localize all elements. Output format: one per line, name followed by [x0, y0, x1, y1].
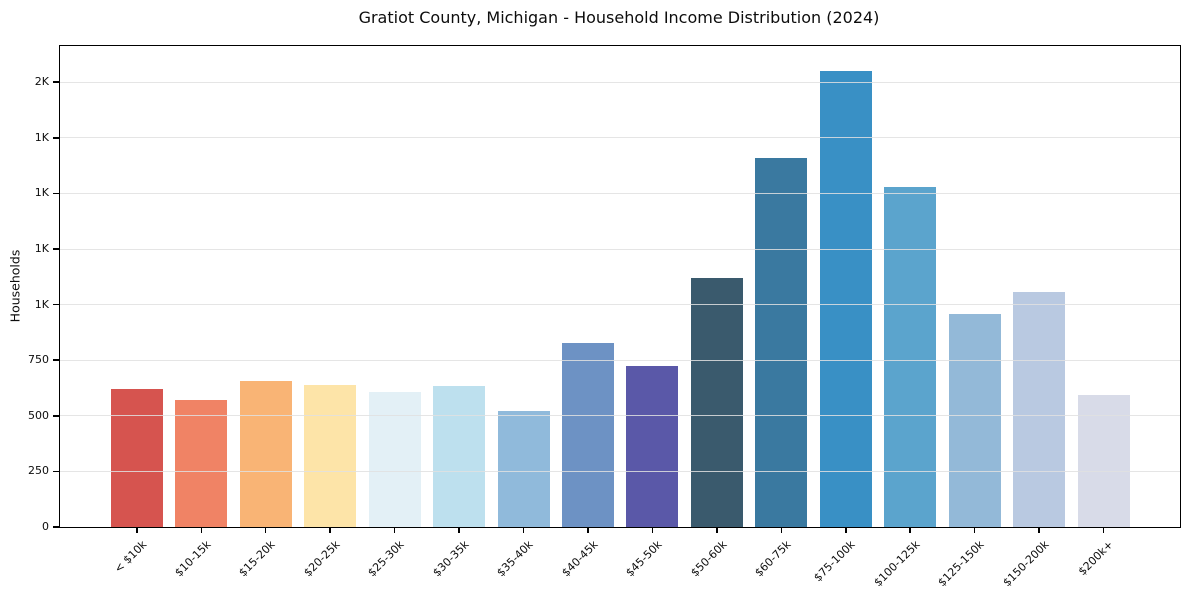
x-tick-mark-8 [651, 527, 654, 533]
y-tick-mark-4 [52, 303, 59, 306]
x-tick-label-0: < $10k [111, 538, 150, 576]
gridline-1500 [60, 192, 1180, 194]
y-tick-mark-1 [52, 470, 59, 473]
x-tick-label-3: $20-25k [301, 538, 343, 580]
y-tick-mark-5 [52, 248, 59, 250]
gridline-2000 [60, 81, 1180, 83]
bar-35-40k [497, 410, 550, 527]
bar-10k [110, 389, 163, 527]
x-tick-label-5: $30-35k [429, 538, 472, 580]
x-tick-label-11: $75-100k [811, 538, 858, 585]
bar-30-35k [433, 385, 486, 527]
y-tick-label-4: 1K [34, 297, 49, 311]
gridline-1750 [60, 137, 1180, 139]
bar-100-125k [884, 186, 937, 527]
bar-150-200k [1013, 292, 1066, 527]
y-tick-label-8: 2K [34, 75, 49, 89]
x-tick-label-6: $35-40k [494, 538, 536, 580]
bar-75-100k [819, 71, 872, 527]
chart-title: Gratiot County, Michigan - Household Inc… [358, 8, 880, 27]
x-tick-mark-1 [200, 527, 202, 533]
x-tick-mark-13 [973, 527, 976, 533]
x-tick-mark-0 [136, 527, 138, 533]
x-tick-label-7: $40-45k [558, 538, 601, 580]
gridline-750 [60, 359, 1180, 361]
x-tick-mark-14 [1038, 527, 1040, 533]
y-tick-label-1: 250 [28, 464, 49, 478]
x-tick-mark-5 [458, 527, 460, 533]
x-tick-mark-10 [780, 527, 783, 533]
x-tick-label-14: $150-200k [1000, 538, 1052, 590]
x-tick-label-8: $45-50k [623, 538, 665, 580]
y-tick-mark-6 [52, 192, 59, 195]
y-tick-mark-2 [52, 415, 59, 417]
x-tick-label-1: $10-15k [172, 538, 214, 580]
bar-50-60k [690, 277, 743, 527]
x-tick-mark-4 [393, 527, 396, 533]
y-tick-label-0: 0 [42, 520, 49, 533]
bar-15-20k [239, 381, 292, 527]
plot-area: 0 250 500 750 1K 1K 1K 1K 2K < $10k $10-15k $15-20… [28, 45, 1181, 589]
bar-200k [1077, 395, 1130, 527]
bar-40-45k [561, 342, 614, 527]
x-tick-label-2: $15-20k [236, 538, 278, 580]
y-tick-label-3: 750 [28, 353, 49, 367]
gridline-1250 [60, 248, 1180, 250]
bar-60-75k [755, 157, 808, 527]
x-tick-mark-3 [329, 527, 331, 533]
bar-25-30k [368, 391, 421, 527]
y-tick-mark-8 [52, 81, 59, 83]
y-tick-label-7: 1K [34, 130, 49, 144]
x-tick-mark-2 [264, 527, 267, 533]
y-tick-label-2: 500 [28, 408, 49, 422]
x-tick-mark-9 [716, 527, 718, 533]
x-tick-mark-11 [845, 527, 847, 533]
gridline-500 [60, 415, 1180, 417]
y-tick-mark-0 [52, 526, 59, 528]
x-tick-mark-12 [909, 527, 911, 533]
y-tick-mark-3 [52, 359, 59, 361]
x-tick-label-15: $200k+ [1075, 538, 1116, 579]
y-tick-label-5: 1K [34, 242, 49, 256]
gridline-250 [60, 470, 1180, 472]
bar-20-25k [304, 384, 357, 527]
y-tick-mark-7 [52, 137, 59, 139]
gridline-1000 [60, 304, 1180, 306]
x-tick-mark-15 [1102, 527, 1105, 533]
x-tick-label-10: $60-75k [752, 538, 794, 580]
bar-125-150k [948, 313, 1001, 527]
x-tick-mark-6 [522, 527, 525, 533]
x-tick-label-9: $50-60k [687, 538, 730, 580]
x-tick-mark-7 [587, 527, 589, 533]
y-tick-label-6: 1K [34, 186, 49, 200]
x-tick-label-12: $100-125k [871, 538, 923, 590]
x-tick-label-4: $25-30k [365, 538, 407, 580]
x-tick-label-13: $125-150k [935, 538, 987, 590]
bar-45-50k [626, 366, 679, 527]
bar-10-15k [175, 400, 228, 527]
